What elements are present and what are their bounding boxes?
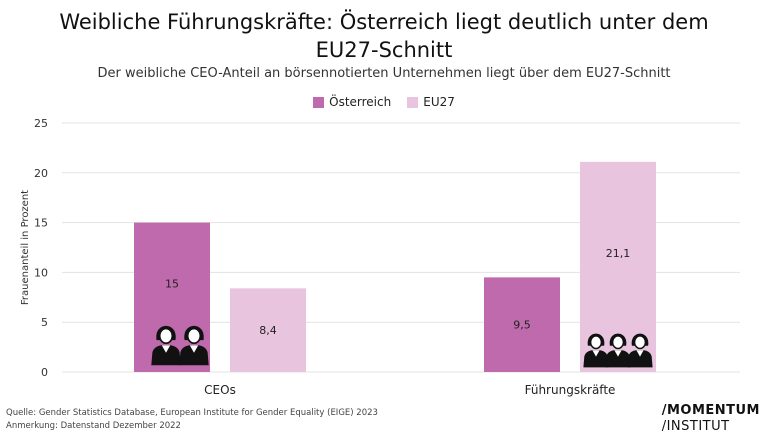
legend-label-eu27: EU27 <box>423 95 455 109</box>
legend: Österreich EU27 <box>0 95 768 109</box>
chart-title: Weibliche Führungskräfte: Österreich lie… <box>0 8 768 64</box>
chart-subtitle: Der weibliche CEO-Anteil an börsennotier… <box>97 66 671 81</box>
y-tick-label-25: 25 <box>34 117 48 130</box>
momentum-institut-logo: /MOMENTUM /INSTITUT <box>662 403 760 435</box>
chart-title-line2: EU27-Schnitt <box>315 38 453 62</box>
y-tick-label-15: 15 <box>34 217 48 230</box>
legend-swatch-eu27 <box>407 96 419 108</box>
source-note: Quelle: Gender Statistics Database, Euro… <box>6 407 378 433</box>
y-axis-label: Frauenanteil in Prozent <box>20 190 31 305</box>
logo-line1: /MOMENTUM <box>661 403 760 418</box>
legend-swatch-oesterreich <box>313 96 325 108</box>
x-tick-label-fuehrungskraefte: Führungskräfte <box>525 383 616 397</box>
data-label-eu27-fuehrungskraefte: 21,1 <box>606 247 631 260</box>
chart-title-line1: Weibliche Führungskräfte: Österreich lie… <box>59 10 709 34</box>
data-label-eu27-ceos: 8,4 <box>259 324 277 337</box>
y-tick-label-5: 5 <box>41 316 48 329</box>
bar-eu27-ceos <box>230 288 306 372</box>
y-tick-label-20: 20 <box>34 167 48 180</box>
data-label-oesterreich-ceos: 15 <box>165 277 179 290</box>
y-tick-label-0: 0 <box>41 366 48 379</box>
logo-line2: /INSTITUT <box>661 419 730 434</box>
remark-text: Anmerkung: Datenstand Dezember 2022 <box>6 421 181 431</box>
y-tick-label-10: 10 <box>34 266 48 279</box>
legend-item-eu27: EU27 <box>407 95 455 109</box>
bar-oesterreich-fuehrungskraefte <box>484 277 560 372</box>
two-women-icon <box>151 325 209 366</box>
source-text: Quelle: Gender Statistics Database, Euro… <box>6 408 378 418</box>
data-label-oesterreich-fuehrungskraefte: 9,5 <box>513 319 531 332</box>
legend-item-oesterreich: Österreich <box>313 95 391 109</box>
legend-label-oesterreich: Österreich <box>329 95 392 109</box>
three-women-icon <box>583 333 653 368</box>
x-tick-label-ceos: CEOs <box>204 383 236 397</box>
